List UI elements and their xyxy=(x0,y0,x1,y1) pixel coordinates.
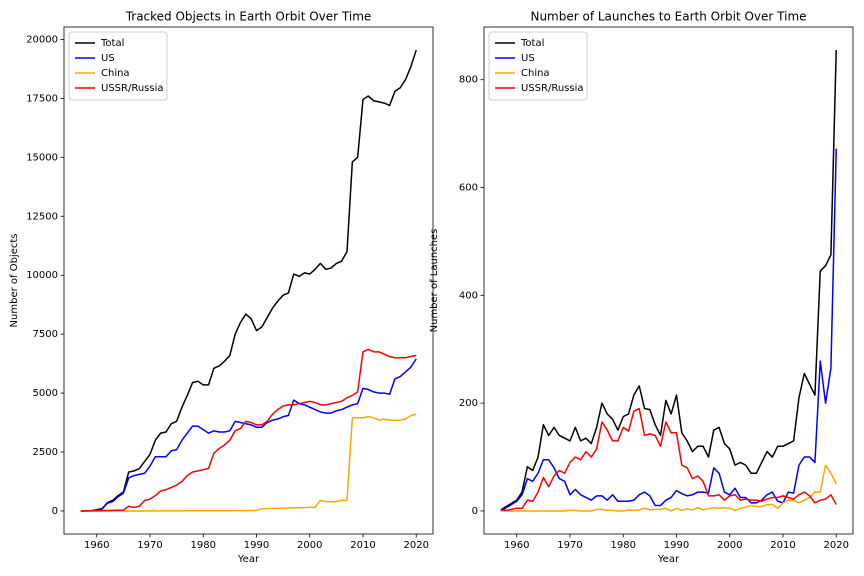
y-tick-label: 15000 xyxy=(26,152,58,163)
y-tick-label: 0 xyxy=(52,506,58,517)
y-tick-label: 0 xyxy=(472,506,478,517)
x-tick-label: 1980 xyxy=(191,540,216,551)
legend-label: Total xyxy=(100,38,124,49)
axes: 1960 1970 1980 1990 2000 2010 2020 0 2500 5000 750… xyxy=(9,10,434,565)
series-line xyxy=(80,49,417,512)
axes-frame xyxy=(63,26,434,535)
y-tick-label: 2500 xyxy=(33,447,58,458)
x-tick-label: 1980 xyxy=(611,540,636,551)
chart-title: Tracked Objects in Earth Orbit Over Time xyxy=(125,10,372,24)
legend: Total US China USSR/Russia xyxy=(488,31,588,101)
legend-label: USSR/Russia xyxy=(101,83,164,94)
series-line xyxy=(80,358,417,512)
x-tick-label: 1990 xyxy=(244,540,269,551)
y-tick-label: 7500 xyxy=(33,329,58,340)
y-tick-label: 20000 xyxy=(26,34,58,45)
series-line xyxy=(500,50,837,511)
series-line xyxy=(80,348,417,512)
plot-area xyxy=(64,27,433,534)
x-tick-label: 2000 xyxy=(717,540,742,551)
axes-frame xyxy=(483,26,854,535)
chart-title: Number of Launches to Earth Orbit Over T… xyxy=(530,10,806,24)
y-axis-label: Number of Launches xyxy=(429,229,440,333)
series-line xyxy=(500,407,837,512)
legend-label: China xyxy=(521,68,550,79)
x-axis-label: Year xyxy=(657,554,680,565)
series-line xyxy=(500,464,837,512)
axes: 1960 1970 1980 1990 2000 2010 2020 0 200 400 600 80… xyxy=(429,10,854,565)
y-tick-label: 10000 xyxy=(26,270,58,281)
x-tick-label: 1970 xyxy=(137,540,162,551)
legend-label: Total xyxy=(520,38,544,49)
x-tick-label: 2020 xyxy=(824,540,849,551)
y-axis-label: Number of Objects xyxy=(9,234,20,328)
y-tick-label: 17500 xyxy=(26,93,58,104)
y-tick-label: 800 xyxy=(459,75,478,86)
y-tick-label: 12500 xyxy=(26,211,58,222)
legend-label: US xyxy=(521,53,535,64)
legend-box xyxy=(488,31,588,101)
x-tick-label: 1960 xyxy=(504,540,529,551)
plot-area xyxy=(484,27,853,534)
legend-box xyxy=(68,31,168,101)
y-tick-label: 600 xyxy=(459,183,478,194)
legend-label: China xyxy=(101,68,130,79)
y-tick-label: 200 xyxy=(459,398,478,409)
x-axis-label: Year xyxy=(237,554,260,565)
legend-label: US xyxy=(101,53,115,64)
x-tick-label: 2000 xyxy=(297,540,322,551)
x-tick-label: 2010 xyxy=(770,540,795,551)
y-tick-label: 400 xyxy=(459,290,478,301)
legend-label: USSR/Russia xyxy=(521,83,584,94)
x-tick-label: 2010 xyxy=(350,540,375,551)
legend: Total US China USSR/Russia xyxy=(68,31,168,101)
y-tick-label: 5000 xyxy=(33,388,58,399)
x-tick-label: 1960 xyxy=(84,540,109,551)
x-tick-label: 1990 xyxy=(664,540,689,551)
series-line xyxy=(80,413,417,512)
x-tick-label: 1970 xyxy=(557,540,582,551)
x-tick-label: 2020 xyxy=(404,540,429,551)
